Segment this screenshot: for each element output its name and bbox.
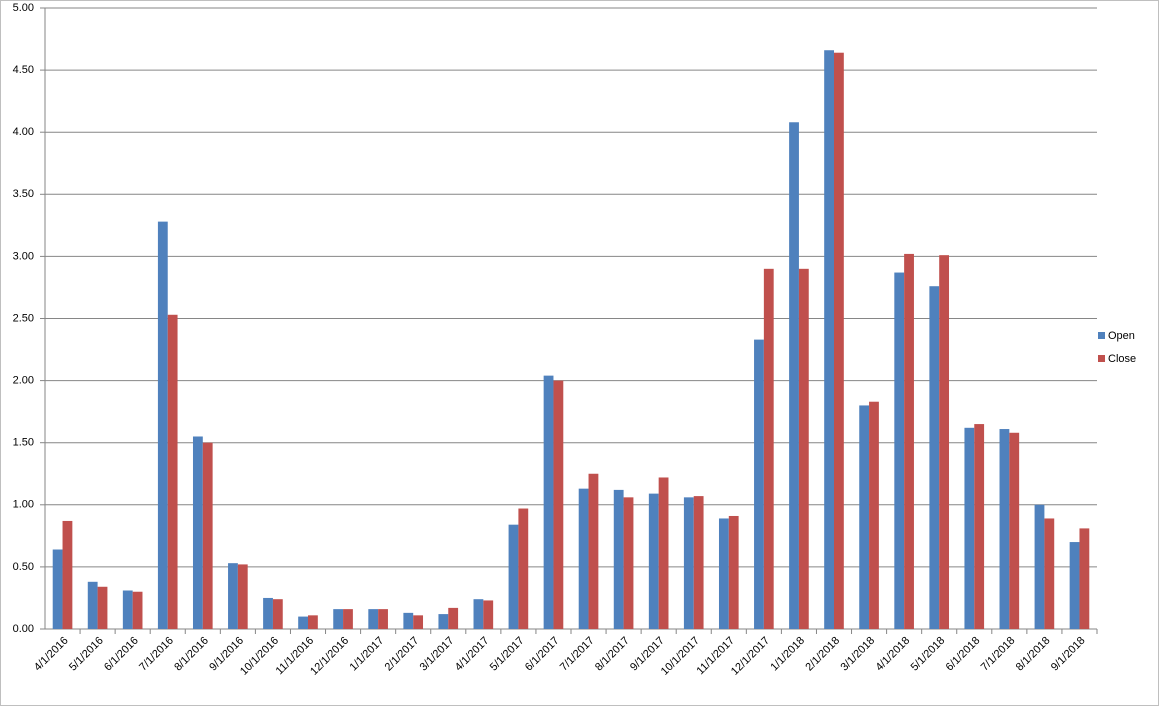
- bar: [999, 429, 1010, 629]
- bar: [869, 401, 879, 629]
- y-tick-label: 5.00: [13, 2, 34, 14]
- bar: [1044, 518, 1055, 629]
- bar: [518, 508, 529, 629]
- bar: [543, 375, 554, 629]
- bar: [578, 488, 589, 629]
- bar: [378, 609, 388, 629]
- bar: [298, 616, 308, 629]
- y-tick-label: 4.00: [13, 126, 34, 138]
- bar: [718, 518, 729, 629]
- bar: [192, 436, 203, 629]
- bar: [167, 314, 178, 629]
- bar: [62, 520, 73, 629]
- bar: [483, 600, 494, 629]
- bar: [894, 272, 905, 629]
- bar: [333, 609, 344, 629]
- bar: [132, 591, 143, 629]
- bar: [237, 564, 248, 629]
- bar: [272, 599, 283, 629]
- bar: [87, 581, 98, 629]
- bar: [1069, 542, 1080, 629]
- legend-label: Close: [1108, 353, 1136, 365]
- bar: [52, 549, 63, 629]
- bar: [693, 496, 704, 629]
- bar: [789, 122, 799, 629]
- bar: [763, 268, 774, 629]
- bar: [403, 612, 414, 629]
- bar: [122, 590, 133, 629]
- bar: [368, 609, 379, 629]
- bar: [508, 524, 519, 629]
- bar: [1034, 504, 1045, 629]
- bar: [473, 599, 484, 629]
- y-tick-label: 1.00: [13, 499, 34, 511]
- bar: [228, 563, 238, 629]
- bar: [648, 493, 659, 629]
- legend-label: Open: [1108, 330, 1135, 342]
- bar: [623, 497, 634, 629]
- bar: [413, 615, 424, 629]
- bar: [939, 255, 950, 629]
- bar: [343, 609, 353, 629]
- y-tick-label: 0.50: [13, 561, 34, 573]
- bar: [202, 442, 213, 629]
- bar: [834, 52, 844, 630]
- bar: [263, 597, 273, 629]
- legend-swatch: [1098, 355, 1105, 362]
- y-tick-label: 1.50: [13, 437, 34, 449]
- bar: [964, 427, 975, 629]
- bar: [588, 473, 599, 629]
- bar: [308, 615, 318, 629]
- bar: [904, 253, 914, 629]
- legend-swatch: [1098, 332, 1105, 339]
- bar: [728, 515, 739, 629]
- bar: [553, 380, 564, 629]
- y-tick-label: 2.50: [13, 312, 34, 324]
- bar: [974, 424, 985, 629]
- y-tick-label: 0.00: [13, 623, 34, 635]
- y-tick-label: 3.00: [13, 250, 34, 262]
- y-tick-label: 4.50: [13, 64, 34, 76]
- bar: [448, 607, 459, 629]
- y-tick-label: 3.50: [13, 188, 34, 200]
- bar: [798, 268, 809, 629]
- bar: [97, 586, 108, 629]
- bar: [1009, 432, 1020, 629]
- bar: [824, 50, 834, 629]
- bar: [929, 286, 940, 629]
- bar: [157, 221, 168, 629]
- bar: [859, 405, 870, 629]
- bar: [754, 339, 764, 629]
- bar: [1079, 528, 1090, 629]
- y-tick-label: 2.00: [13, 375, 34, 387]
- bar: [658, 477, 669, 629]
- bar: [683, 497, 694, 629]
- bar: [438, 614, 449, 629]
- bar: [613, 489, 624, 629]
